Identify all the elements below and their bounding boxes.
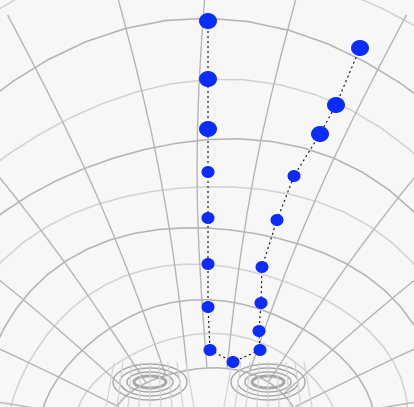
mesh-ring bbox=[77, 332, 334, 407]
eye-mesh-line bbox=[256, 361, 260, 407]
landmark-points bbox=[199, 13, 369, 368]
landmark-point bbox=[287, 170, 301, 182]
eye-mesh-line bbox=[105, 361, 115, 407]
mesh-spoke bbox=[0, 348, 120, 407]
eye-mesh-line bbox=[167, 361, 173, 407]
mesh-spoke bbox=[117, 0, 188, 370]
eye-mesh-line bbox=[185, 361, 195, 407]
mesh-ring bbox=[0, 227, 414, 339]
mesh-ring bbox=[0, 185, 414, 266]
landmark-point bbox=[201, 166, 215, 178]
eye-mesh-line bbox=[245, 361, 251, 407]
mesh-spoke bbox=[283, 279, 414, 395]
landmark-point bbox=[255, 261, 269, 273]
mesh-ring bbox=[0, 137, 414, 216]
eye-mesh-line bbox=[223, 361, 233, 407]
landmark-point bbox=[252, 325, 266, 337]
landmark-point bbox=[199, 121, 217, 137]
landmark-point bbox=[201, 212, 215, 224]
mesh-spoke bbox=[0, 176, 147, 383]
landmark-point bbox=[226, 356, 240, 368]
eye-mesh-line bbox=[127, 361, 133, 407]
landmark-point bbox=[253, 344, 267, 356]
mesh-spoke bbox=[267, 176, 414, 383]
mesh-spoke bbox=[196, 0, 208, 369]
landmark-point bbox=[199, 13, 217, 29]
eye-mesh-line bbox=[285, 361, 291, 407]
landmark-point bbox=[270, 214, 284, 226]
mesh-ring bbox=[42, 298, 374, 407]
mesh-spoke bbox=[0, 279, 131, 395]
eye-mesh-line bbox=[294, 361, 302, 407]
eye-mesh-line bbox=[234, 361, 242, 407]
eye-mesh-line bbox=[116, 361, 124, 407]
landmark-point bbox=[254, 297, 268, 309]
landmark-point bbox=[203, 344, 217, 356]
landmark-point bbox=[351, 40, 369, 56]
eye-region bbox=[105, 361, 313, 407]
landmark-link-1 bbox=[207, 21, 211, 351]
eye-mesh-line bbox=[303, 361, 313, 407]
eye-mesh-line bbox=[138, 361, 142, 407]
landmark-point bbox=[201, 301, 215, 313]
landmark-point bbox=[199, 71, 217, 87]
eye-mesh-line bbox=[276, 361, 280, 407]
mesh-spoke bbox=[294, 348, 414, 407]
mesh-spoke bbox=[381, 401, 414, 407]
mesh-spoke bbox=[247, 14, 408, 375]
mesh-spoke bbox=[6, 14, 167, 375]
landmark-point bbox=[311, 126, 329, 142]
landmark-point bbox=[327, 97, 345, 113]
landmark-links bbox=[207, 21, 361, 363]
eye-mesh-line bbox=[158, 361, 162, 407]
landmark-point bbox=[201, 258, 215, 270]
eye-mesh-line bbox=[176, 361, 184, 407]
mesh-spoke bbox=[226, 0, 297, 370]
